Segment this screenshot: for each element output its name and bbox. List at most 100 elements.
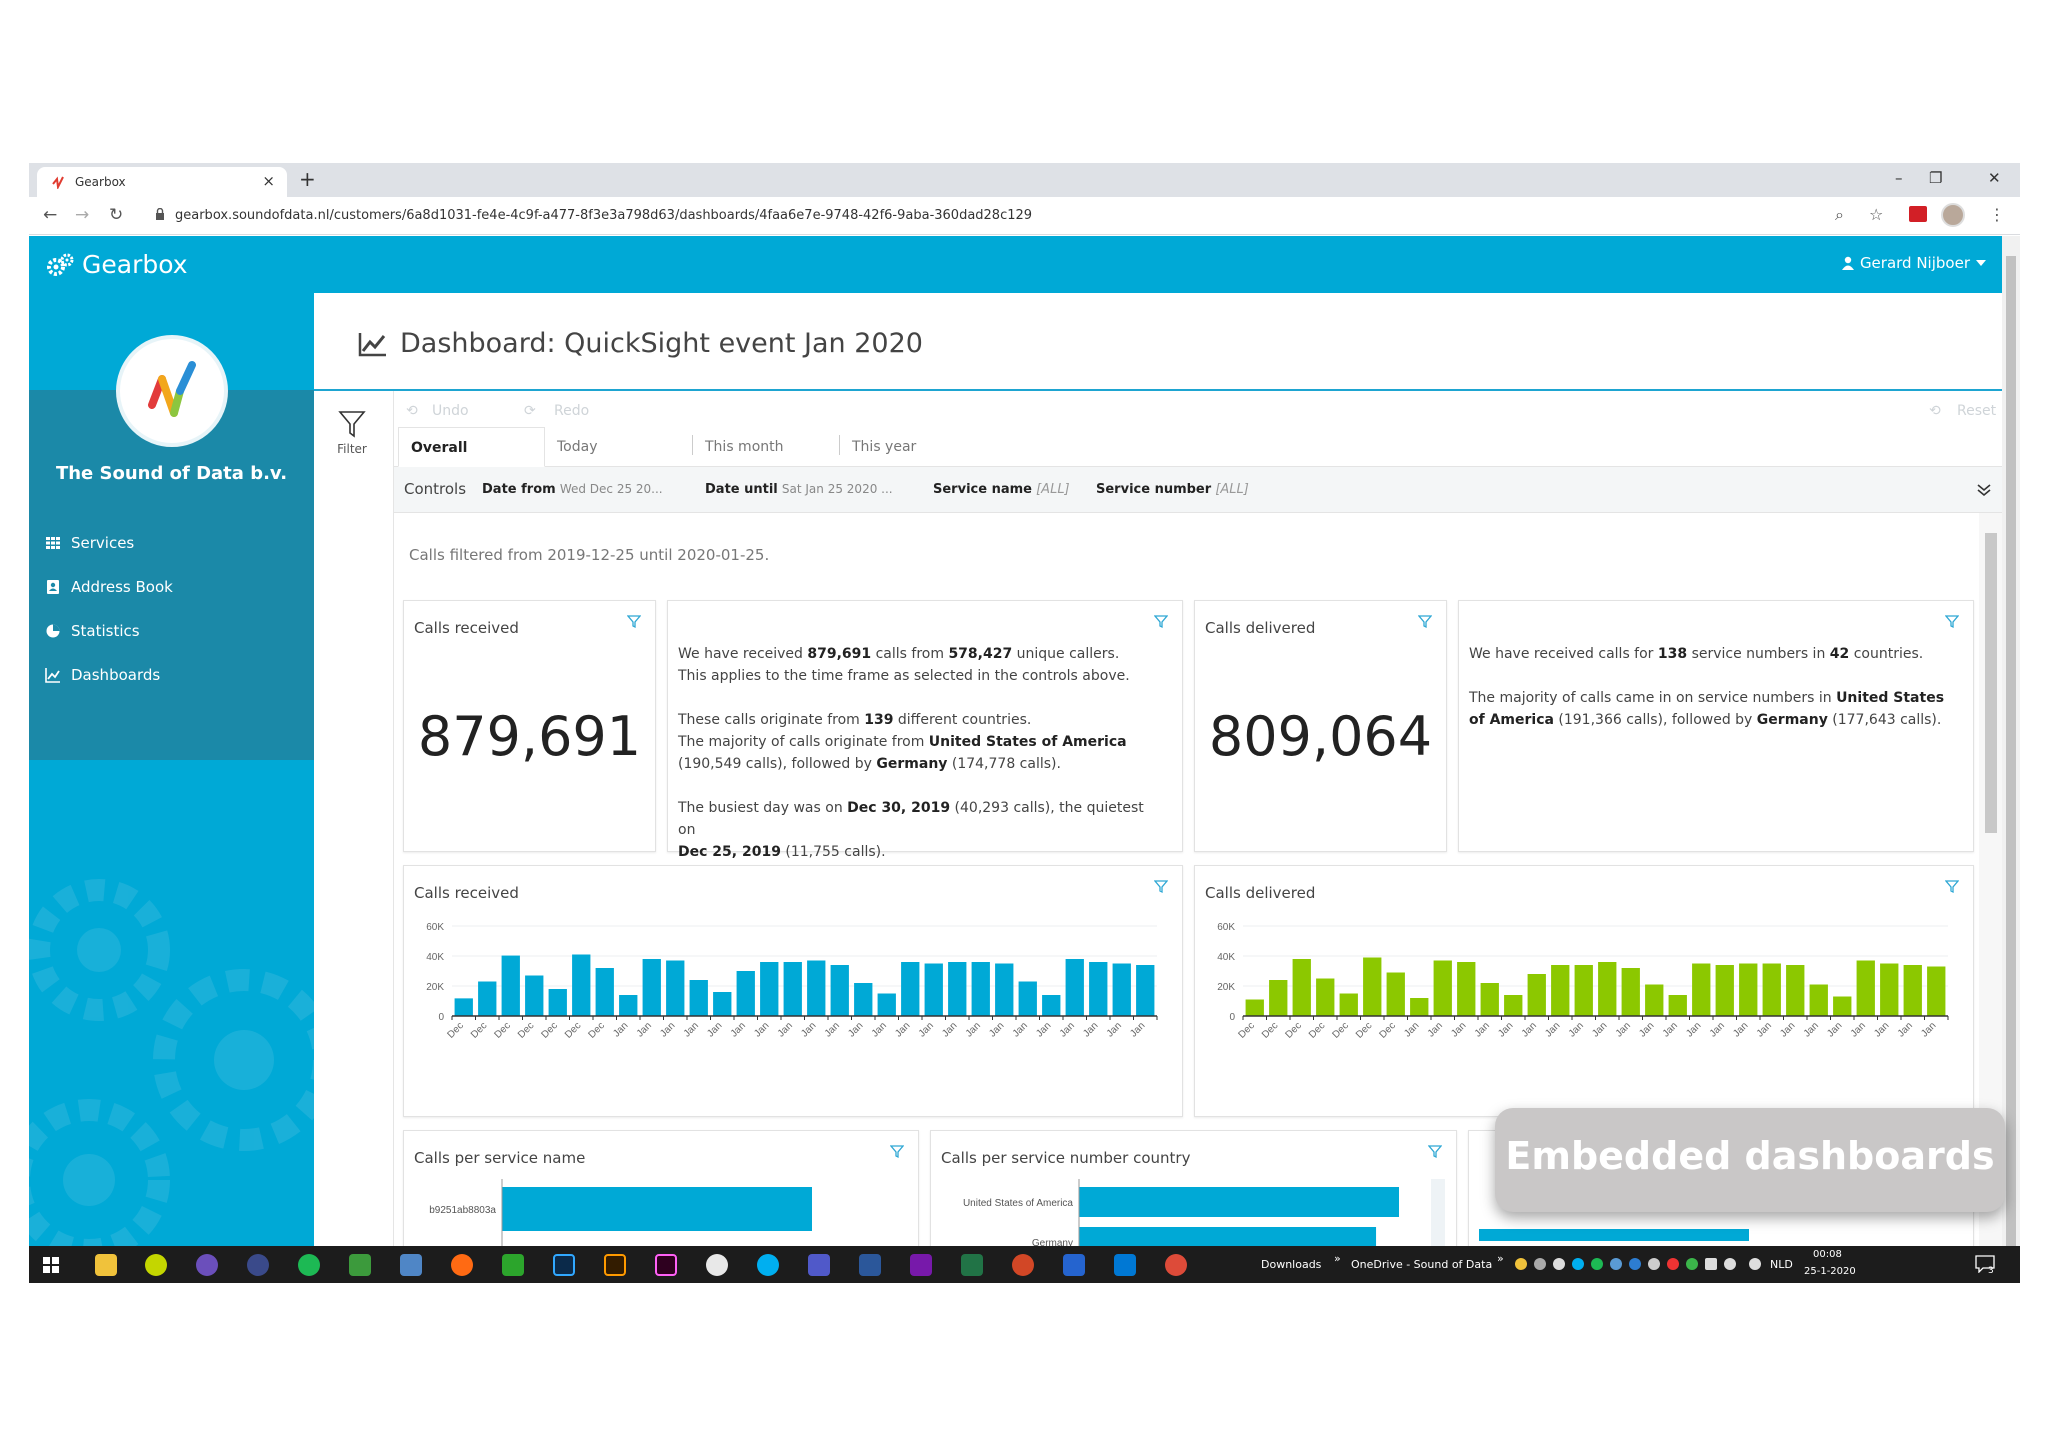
tray-icon[interactable]	[1534, 1258, 1546, 1270]
teams-icon[interactable]	[808, 1254, 830, 1276]
taskbar-chevron[interactable]: »	[1497, 1252, 1504, 1265]
chrome-icon[interactable]	[1165, 1254, 1187, 1276]
redo-icon[interactable]: ⟳	[524, 403, 536, 419]
reset-icon[interactable]: ⟲	[1929, 403, 1941, 419]
date-from-control[interactable]: Date from Wed Dec 25 20...	[482, 482, 663, 497]
brand[interactable]: Gearbox	[46, 250, 188, 279]
chart-card-service-country[interactable]: Calls per service number country United …	[930, 1130, 1457, 1246]
app-icon[interactable]	[502, 1254, 524, 1276]
tray-icon[interactable]	[1686, 1258, 1698, 1270]
profile-avatar[interactable]	[1941, 203, 1965, 227]
filter-button[interactable]: Filter	[330, 409, 374, 456]
taskbar-date[interactable]: 25-1-2020	[1804, 1266, 1856, 1277]
date-until-control[interactable]: Date until Sat Jan 25 2020 ...	[705, 482, 893, 497]
tray-icon[interactable]	[1648, 1258, 1660, 1270]
reload-icon[interactable]: ↻	[109, 205, 124, 225]
bluetooth-icon[interactable]	[1629, 1258, 1641, 1270]
tab-close-icon[interactable]: ×	[262, 172, 275, 190]
kpi-calls-delivered[interactable]: Calls delivered 809,064	[1194, 600, 1447, 852]
powerpoint-icon[interactable]	[1012, 1254, 1034, 1276]
todo-icon[interactable]	[1063, 1254, 1085, 1276]
restore-icon[interactable]: ❐	[1929, 169, 1943, 187]
page-scrollbar[interactable]	[2002, 236, 2020, 1256]
new-tab-icon[interactable]: +	[299, 167, 316, 191]
service-number-control[interactable]: Service number [ALL]	[1096, 482, 1249, 497]
card-filter-icon[interactable]	[1154, 880, 1168, 894]
bookmark-star-icon[interactable]: ☆	[1869, 205, 1884, 224]
window-close-icon[interactable]: ✕	[1988, 169, 2001, 187]
card-filter-icon[interactable]	[1945, 615, 1959, 629]
tab-overall[interactable]: Overall	[398, 427, 545, 467]
battery-icon[interactable]	[1705, 1258, 1717, 1270]
chart-card-calls-delivered[interactable]: Calls delivered 60K 40K 20K 0 Dec Dec Dec Dec De…	[1194, 865, 1974, 1117]
extension-icon[interactable]	[1909, 206, 1927, 222]
notifications-icon[interactable]	[1975, 1255, 1995, 1273]
tray-icon[interactable]	[1610, 1258, 1622, 1270]
onenote-icon[interactable]	[910, 1254, 932, 1276]
sidebar-item-address-book[interactable]: Address Book	[45, 565, 173, 609]
slack-icon[interactable]	[706, 1254, 728, 1276]
back-icon[interactable]: ←	[43, 205, 58, 225]
xd-icon[interactable]	[655, 1254, 677, 1276]
app-icon[interactable]	[145, 1254, 167, 1276]
taskbar-downloads[interactable]: Downloads	[1261, 1258, 1322, 1271]
taskbar-language[interactable]: NLD	[1770, 1258, 1793, 1271]
wifi-icon[interactable]	[1749, 1258, 1761, 1270]
card-filter-icon[interactable]	[890, 1145, 904, 1159]
card-filter-icon[interactable]	[1428, 1145, 1442, 1159]
app-icon[interactable]	[451, 1254, 473, 1276]
tab-this-month[interactable]: This month	[692, 435, 839, 455]
chart-card-calls-received[interactable]: Calls received 60K 40K 20K 0 Dec Dec Dec Dec Dec…	[403, 865, 1183, 1117]
windows-start-icon[interactable]	[43, 1257, 59, 1273]
spotify-icon[interactable]	[298, 1254, 320, 1276]
tray-icon[interactable]	[1515, 1258, 1527, 1270]
narrative-calls[interactable]: We have received 879,691 calls from 578,…	[667, 600, 1183, 860]
volume-icon[interactable]	[1724, 1258, 1736, 1270]
card-filter-icon[interactable]	[1945, 880, 1959, 894]
card-filter-icon[interactable]	[1418, 615, 1432, 629]
chart-scrollbar[interactable]	[1431, 1179, 1445, 1246]
tab-today[interactable]: Today	[557, 439, 598, 455]
app-icon[interactable]	[196, 1254, 218, 1276]
file-explorer-icon[interactable]	[95, 1254, 117, 1276]
tray-icon[interactable]	[1591, 1258, 1603, 1270]
sidebar-item-statistics[interactable]: Statistics	[45, 609, 173, 653]
browser-menu-icon[interactable]: ⋮	[1989, 205, 2005, 224]
card-filter-icon[interactable]	[1154, 615, 1168, 629]
url-input[interactable]: gearbox.soundofdata.nl/customers/6a8d103…	[175, 208, 1033, 223]
forward-icon[interactable]: →	[75, 205, 90, 225]
app-icon[interactable]	[247, 1254, 269, 1276]
undo-icon[interactable]: ⟲	[406, 403, 418, 419]
app-icon[interactable]	[400, 1254, 422, 1276]
app-icon[interactable]	[349, 1254, 371, 1276]
zoom-icon[interactable]: ⌕	[1835, 205, 1844, 224]
minimize-icon[interactable]: –	[1895, 169, 1903, 187]
service-name-control[interactable]: Service name [ALL]	[933, 482, 1070, 497]
sidebar-item-services[interactable]: Services	[45, 521, 173, 565]
narrative-service-numbers[interactable]: We have received calls for 138 service n…	[1458, 600, 1974, 852]
word-icon[interactable]	[859, 1254, 881, 1276]
taskbar-time[interactable]: 00:08	[1813, 1249, 1842, 1260]
taskbar-chevron[interactable]: »	[1334, 1252, 1341, 1265]
excel-icon[interactable]	[961, 1254, 983, 1276]
sidebar-item-dashboards[interactable]: Dashboards	[45, 653, 173, 697]
dashboard-scrollbar[interactable]	[1979, 513, 2002, 1246]
redo-button[interactable]: Redo	[554, 403, 590, 419]
user-menu[interactable]: Gerard Nijboer	[1841, 254, 1986, 272]
chart-card-service-name[interactable]: Calls per service name b9251ab8803a	[403, 1130, 919, 1246]
tray-icon[interactable]	[1572, 1258, 1584, 1270]
kpi-calls-received[interactable]: Calls received 879,691	[403, 600, 656, 852]
collapse-controls-icon[interactable]	[1976, 483, 1992, 497]
illustrator-icon[interactable]	[604, 1254, 626, 1276]
tab-this-year[interactable]: This year	[839, 435, 986, 455]
reset-button[interactable]: Reset	[1957, 403, 1997, 419]
outlook-icon[interactable]	[1114, 1254, 1136, 1276]
undo-button[interactable]: Undo	[432, 403, 469, 419]
tray-icon[interactable]	[1667, 1258, 1679, 1270]
browser-tab[interactable]: Gearbox ×	[37, 167, 287, 197]
taskbar-onedrive[interactable]: OneDrive - Sound of Data	[1351, 1258, 1493, 1271]
tray-icon[interactable]	[1553, 1258, 1565, 1270]
card-filter-icon[interactable]	[627, 615, 641, 629]
photoshop-icon[interactable]	[553, 1254, 575, 1276]
skype-icon[interactable]	[757, 1254, 779, 1276]
